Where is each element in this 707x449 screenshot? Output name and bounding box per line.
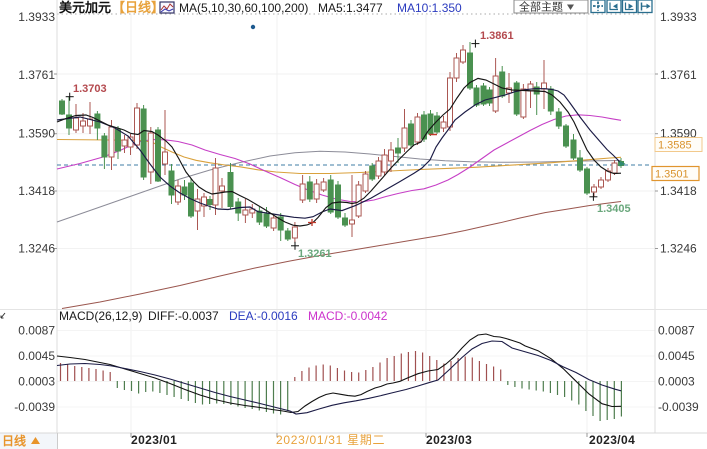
svg-text:美元加元: 美元加元	[59, 0, 111, 15]
svg-text:2023/01/31 星期二: 2023/01/31 星期二	[276, 433, 385, 447]
svg-text:MA5:1.3477: MA5:1.3477	[318, 1, 383, 15]
svg-text:MA(5,10,30,60,100,200): MA(5,10,30,60,100,200)	[179, 1, 308, 15]
svg-text:DEA:-0.0016: DEA:-0.0016	[229, 309, 298, 323]
svg-text:1.3761: 1.3761	[660, 68, 697, 82]
svg-text:1.3933: 1.3933	[660, 10, 697, 24]
svg-text:1.3405: 1.3405	[597, 203, 631, 215]
svg-text:1.3246: 1.3246	[660, 242, 697, 256]
svg-text:2023/01: 2023/01	[131, 433, 177, 447]
svg-text:MACD:-0.0042: MACD:-0.0042	[308, 309, 388, 323]
svg-text:1.3933: 1.3933	[18, 10, 55, 24]
svg-text:0.0045: 0.0045	[18, 349, 55, 363]
svg-text:MACD(26,12,9): MACD(26,12,9)	[59, 309, 142, 323]
svg-text:0.0087: 0.0087	[18, 324, 55, 338]
svg-text:1.3501: 1.3501	[655, 169, 689, 181]
svg-text:0.0003: 0.0003	[18, 375, 55, 389]
svg-text:DIFF:-0.0037: DIFF:-0.0037	[148, 309, 219, 323]
svg-text:1.3418: 1.3418	[18, 184, 55, 198]
svg-text:1.3703: 1.3703	[73, 83, 107, 95]
svg-text:0.0045: 0.0045	[658, 349, 695, 363]
svg-text:1.3246: 1.3246	[18, 242, 55, 256]
svg-text:0.0003: 0.0003	[658, 375, 695, 389]
svg-text:【日线】: 【日线】	[112, 0, 164, 15]
svg-text:日线: 日线	[2, 433, 26, 448]
svg-text:全部主题: 全部主题	[519, 0, 563, 14]
svg-text:2023/04: 2023/04	[589, 433, 635, 447]
svg-text:1.3761: 1.3761	[18, 68, 55, 82]
svg-text:1.3590: 1.3590	[18, 127, 55, 141]
svg-text:1.3261: 1.3261	[298, 248, 332, 260]
svg-text:MA10:1.350: MA10:1.350	[397, 1, 462, 15]
svg-text:1.3418: 1.3418	[660, 184, 697, 198]
svg-text:0.0087: 0.0087	[658, 324, 695, 338]
svg-text:1.3585: 1.3585	[658, 140, 692, 152]
svg-text:-0.0039: -0.0039	[658, 400, 699, 414]
svg-text:-0.0039: -0.0039	[14, 400, 55, 414]
svg-text:2023/03: 2023/03	[426, 433, 472, 447]
svg-text:1.3861: 1.3861	[480, 30, 514, 42]
